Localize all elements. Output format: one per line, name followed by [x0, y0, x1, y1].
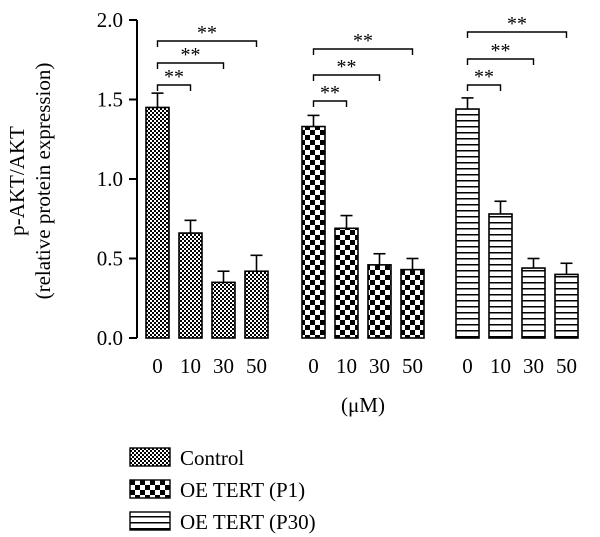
y-tick-label: 1.0: [97, 167, 123, 191]
significance-label: **: [491, 40, 511, 62]
legend-item-control: Control: [129, 446, 244, 470]
legend-swatch-oe-tert-p30: [129, 511, 171, 531]
significance-label: **: [320, 82, 340, 104]
x-tick-label: 0: [462, 354, 473, 378]
significance-label: **: [474, 66, 494, 88]
legend-swatch-control: [129, 447, 171, 467]
significance-bracket: [466, 58, 535, 65]
significance-bracket: [156, 84, 192, 91]
bar: [367, 264, 392, 339]
y-tick-label: 0.5: [97, 247, 123, 271]
bar: [455, 108, 480, 339]
significance-label: **: [181, 44, 201, 66]
legend-label-oe-tert-p30: OE TERT (P30): [180, 510, 316, 534]
x-axis-ticks: 0 10 30 50 0 10 30 50 0 10 30 50: [152, 354, 577, 378]
significance-bracket: [312, 100, 348, 107]
significance-bracket: [156, 62, 225, 69]
x-tick-label: 30: [523, 354, 544, 378]
bar: [301, 125, 326, 339]
x-tick-label: 10: [180, 354, 201, 378]
significance-label: **: [353, 30, 373, 52]
significance-label: **: [197, 22, 217, 44]
significance-label: **: [337, 56, 357, 78]
y-tick-label: 2.0: [97, 8, 123, 32]
significance-bracket: [466, 84, 502, 91]
x-axis-title: (μM): [341, 393, 385, 417]
significance-label: **: [164, 66, 184, 88]
legend-item-oe-tert-p1: OE TERT (P1): [129, 478, 305, 502]
legend-item-oe-tert-p30: OE TERT (P30): [129, 510, 316, 534]
bar: [145, 106, 170, 339]
bars-layer: [145, 106, 579, 339]
y-axis-ticks: 0.0 0.5 1.0 1.5 2.0: [97, 8, 137, 350]
bar: [521, 267, 546, 339]
legend-swatch-oe-tert-p1: [129, 479, 171, 499]
y-axis-title-line2: (relative protein expression): [31, 63, 55, 300]
y-tick-label: 0.0: [97, 326, 123, 350]
x-tick-label: 0: [152, 354, 163, 378]
significance-bracket: [156, 40, 258, 47]
y-axis-title-line1: p-AKT/AKT: [5, 126, 29, 236]
bar: [488, 213, 513, 339]
x-tick-label: 10: [490, 354, 511, 378]
x-tick-label: 10: [336, 354, 357, 378]
error-bars-layer: [151, 92, 573, 283]
significance-bracket: [466, 31, 568, 38]
legend-label-control: Control: [180, 446, 244, 470]
bar: [334, 227, 359, 339]
bar: [211, 281, 236, 339]
significance-bracket: [312, 74, 381, 81]
bar: [554, 273, 579, 339]
legend: Control OE TERT (P1) OE TERT (P30): [129, 446, 316, 534]
bar: [178, 232, 203, 339]
significance-layer: ******************: [156, 13, 568, 107]
y-tick-label: 1.5: [97, 88, 123, 112]
x-tick-label: 50: [402, 354, 423, 378]
x-tick-label: 0: [308, 354, 319, 378]
bar: [400, 268, 425, 339]
significance-bracket: [312, 48, 414, 55]
bar: [244, 270, 269, 339]
significance-label: **: [507, 13, 527, 35]
x-tick-label: 50: [246, 354, 267, 378]
legend-label-oe-tert-p1: OE TERT (P1): [180, 478, 305, 502]
x-tick-label: 30: [369, 354, 390, 378]
x-tick-label: 30: [213, 354, 234, 378]
x-tick-label: 50: [556, 354, 577, 378]
